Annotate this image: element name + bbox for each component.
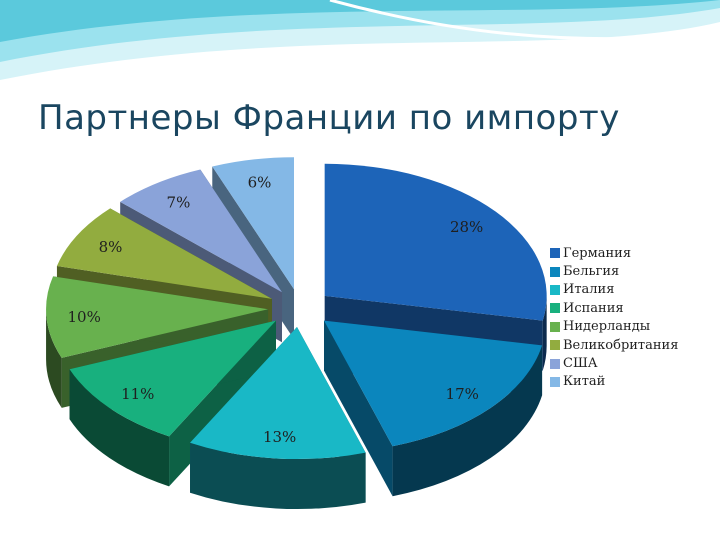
legend-label: США [563, 356, 598, 372]
legend-item-usa: США [550, 354, 678, 372]
wave-highlight [329, 0, 720, 41]
data-label-7: 6% [248, 174, 272, 192]
slide-title: Партнеры Франции по импорту [38, 98, 620, 138]
legend-item-belgium: Бельгия [550, 262, 678, 280]
legend-swatch [550, 303, 560, 314]
legend-swatch [550, 321, 560, 332]
legend-label: Италия [563, 282, 615, 298]
legend-item-china: Китай [550, 373, 678, 391]
legend-item-germany: Германия [550, 244, 678, 262]
legend-swatch [550, 340, 560, 351]
legend-swatch [550, 376, 560, 387]
slice-top-7 [212, 157, 295, 290]
data-label-1: 17% [446, 385, 479, 403]
legend-label: Китай [563, 374, 606, 390]
legend-swatch [550, 248, 560, 259]
slice-top-4 [46, 276, 269, 358]
legend-label: Великобритания [563, 337, 679, 353]
legend-swatch [550, 358, 560, 369]
slice-top-0 [324, 163, 547, 321]
legend-item-uk: Великобритания [550, 336, 678, 354]
legend-item-netherlands: Нидерланды [550, 318, 678, 336]
chart-legend: Германия Бельгия Италия Испания Нидерлан… [550, 244, 678, 391]
slice-top-2 [190, 326, 366, 460]
legend-item-spain: Испания [550, 299, 678, 317]
data-label-3: 11% [121, 385, 154, 403]
legend-label: Германия [563, 245, 632, 261]
data-label-0: 28% [450, 218, 483, 236]
slice-top-3 [69, 320, 276, 437]
data-label-4: 10% [67, 308, 100, 326]
data-label-2: 13% [263, 428, 296, 446]
slice-top-6 [120, 169, 283, 293]
slice-top-1 [324, 320, 543, 447]
legend-label: Бельгия [563, 264, 620, 280]
legend-swatch [550, 266, 560, 277]
legend-item-italy: Италия [550, 281, 678, 299]
decorative-wave-banner [0, 0, 720, 80]
legend-swatch [550, 284, 560, 295]
wave-front [0, 0, 720, 42]
legend-label: Нидерланды [563, 319, 651, 335]
slice-top-5 [56, 208, 272, 299]
data-label-5: 8% [99, 238, 123, 256]
legend-label: Испания [563, 300, 624, 316]
data-label-6: 7% [167, 194, 191, 212]
